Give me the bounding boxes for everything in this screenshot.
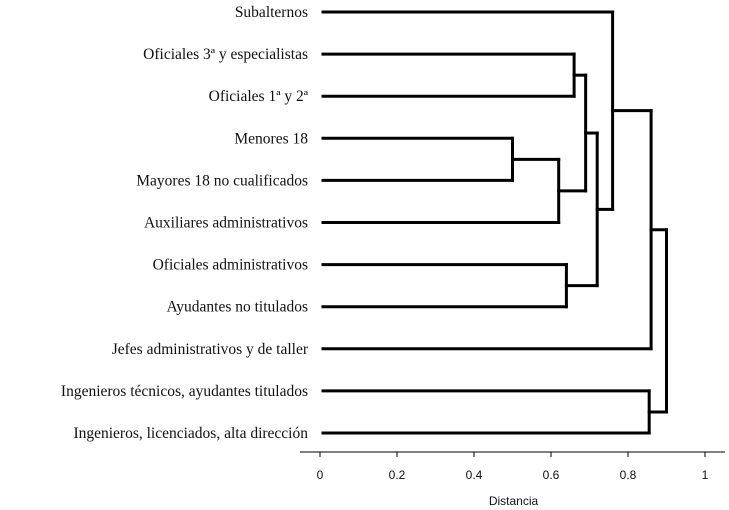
leaf-label: Subalternos [235, 4, 308, 21]
x-axis-tick-label: 0.8 [620, 468, 637, 482]
leaf-label: Mayores 18 no cualificados [136, 172, 308, 189]
leaf-label: Ingenieros técnicos, ayudantes titulados [61, 383, 308, 400]
leaf-label: Oficiales 1ª y 2ª [209, 88, 309, 105]
leaf-label: Auxiliares administrativos [144, 215, 308, 232]
leaf-label: Ingenieros, licenciados, alta dirección [73, 425, 308, 442]
x-axis-tick-label: 1 [702, 468, 709, 482]
leaf-label: Jefes administrativos y de taller [112, 341, 309, 358]
leaf-label: Oficiales administrativos [153, 257, 308, 274]
leaf-label: Oficiales 3ª y especialistas [143, 46, 308, 63]
x-axis: 0 0.2 0.4 0.6 0.8 1 Distancia [300, 451, 725, 508]
leaf-labels: Subalternos Oficiales 3ª y especialistas O… [61, 4, 309, 442]
x-axis-ticks: 0 0.2 0.4 0.6 0.8 1 [317, 452, 709, 482]
x-axis-tick-label: 0 [317, 468, 324, 482]
x-axis-tick-label: 0.6 [543, 468, 560, 482]
x-axis-tick-label: 0.4 [466, 468, 483, 482]
x-axis-tick-label: 0.2 [389, 468, 406, 482]
x-axis-title: Distancia [489, 494, 539, 508]
dendrogram-branches [321, 10, 668, 435]
leaf-label: Ayudantes no titulados [166, 299, 308, 316]
leaf-label: Menores 18 [234, 130, 308, 147]
